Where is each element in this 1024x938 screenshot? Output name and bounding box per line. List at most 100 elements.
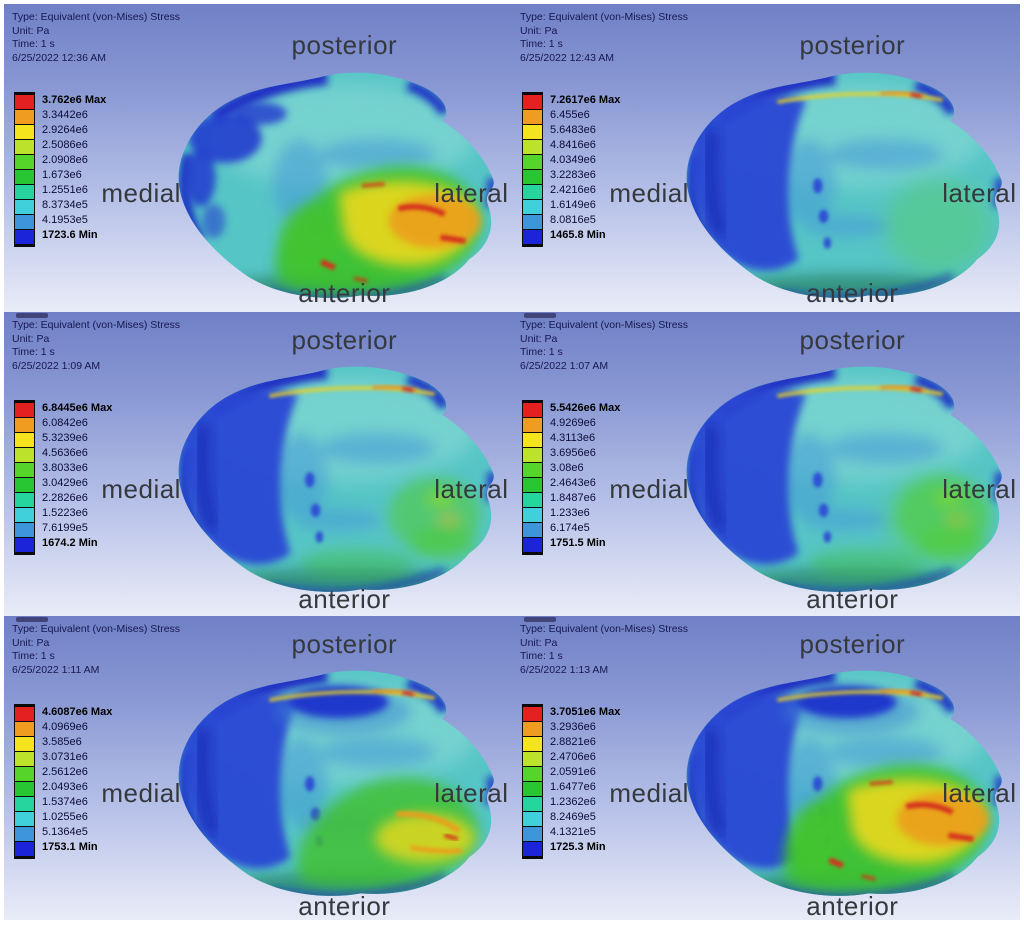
legend-tick-label: 4.3113e6 — [550, 432, 596, 444]
legend-tick-label: 6.455e6 — [550, 109, 590, 121]
legend-tick-label: 1.5374e6 — [42, 796, 88, 808]
legend-color-band — [15, 170, 34, 184]
mottling-layer — [273, 433, 435, 532]
legend-tick-label: 1674.2 Min — [42, 537, 98, 549]
legend-color-bar — [522, 92, 543, 247]
anterior-label: anterior — [298, 278, 391, 308]
crop-artifact — [16, 313, 48, 318]
legend-color-band — [15, 797, 34, 811]
result-time-text: Time: 1 s — [520, 650, 563, 662]
legend-color-band — [523, 403, 542, 417]
result-info-block: Type: Equivalent (von-Mises) Stress Unit… — [12, 623, 180, 677]
legend-color-band — [523, 215, 542, 229]
result-time-text: Time: 1 s — [12, 38, 55, 50]
lateral-green-region — [300, 477, 481, 578]
legend-tick-label: 8.0816e5 — [550, 214, 596, 226]
legend-tick-label: 1.8487e6 — [550, 492, 596, 504]
stress-legend: 5.5426e6 Max 4.9269e6 4.3113e6 3.6956e6 3.08… — [522, 400, 620, 555]
legend-tick-label: 2.2826e6 — [42, 492, 88, 504]
high-stress-region — [275, 166, 481, 293]
medial-blue-region — [689, 389, 832, 565]
legend-color-bar — [14, 400, 35, 555]
legend-tick-label: 1723.6 Min — [42, 229, 98, 241]
legend-color-band — [15, 707, 34, 721]
legend-color-band — [15, 463, 34, 477]
legend-color-bar — [14, 704, 35, 859]
bone-stress-contour — [178, 72, 494, 298]
legend-color-band — [523, 842, 542, 856]
legend-tick-label: 2.4706e6 — [550, 751, 596, 763]
legend-tick-label: 4.1321e5 — [550, 826, 596, 838]
posterior-label: posterior — [291, 30, 398, 60]
anterior-label: anterior — [806, 891, 899, 920]
legend-tick-label: 7.6199e5 — [42, 522, 88, 534]
lateral-label: lateral — [434, 778, 509, 808]
legend-color-band — [523, 797, 542, 811]
result-datetime-text: 6/25/2022 1:11 AM — [12, 663, 100, 676]
result-type-text: Type: Equivalent (von-Mises) Stress — [520, 11, 689, 23]
crop-artifact — [16, 617, 48, 622]
top-ridge-streak — [777, 385, 944, 398]
legend-tick-label: 4.5636e6 — [42, 447, 88, 459]
legend-tick-labels: 7.2617e6 Max 6.455e6 5.6483e6 4.8416e6 4.034… — [550, 92, 620, 243]
legend-tick-label: 1465.8 Min — [550, 229, 606, 241]
legend-color-band — [523, 493, 542, 507]
legend-color-band — [523, 448, 542, 462]
legend-tick-label: 7.2617e6 Max — [550, 94, 621, 106]
result-unit-text: Unit: Pa — [12, 24, 50, 37]
legend-tick-label: 1.2362e6 — [550, 796, 596, 808]
top-ridge-streak — [777, 91, 944, 104]
stress-panel: Type: Equivalent (von-Mises) Stress Unit… — [4, 616, 512, 920]
legend-tick-label: 1.5223e6 — [42, 507, 88, 519]
legend-tick-label: 4.0969e6 — [42, 721, 88, 733]
legend-color-band — [15, 230, 34, 244]
legend-color-band — [523, 707, 542, 721]
legend-tick-label: 2.0591e6 — [550, 766, 596, 778]
legend-color-band — [523, 508, 542, 522]
lateral-label: lateral — [942, 474, 1017, 504]
result-type-text: Type: Equivalent (von-Mises) Stress — [12, 11, 181, 23]
result-time-text: Time: 1 s — [520, 346, 563, 358]
legend-color-band — [523, 463, 542, 477]
result-datetime-text: 6/25/2022 1:09 AM — [12, 359, 101, 372]
legend-color-band — [15, 448, 34, 462]
lateral-label: lateral — [942, 778, 1017, 808]
legend-color-band — [15, 508, 34, 522]
bone-stress-contour — [686, 72, 1002, 298]
legend-color-band — [15, 140, 34, 154]
legend-tick-label: 6.0842e6 — [42, 417, 88, 429]
legend-tick-label: 1751.5 Min — [550, 537, 606, 549]
legend-color-band — [523, 200, 542, 214]
legend-tick-label: 1.673e6 — [42, 169, 82, 181]
legend-tick-label: 2.4643e6 — [550, 477, 596, 489]
legend-tick-label: 3.2283e6 — [550, 169, 596, 181]
legend-tick-label: 3.7051e6 Max — [550, 706, 621, 718]
anterior-label: anterior — [298, 891, 391, 920]
legend-tick-label: 1.233e6 — [550, 507, 590, 519]
posterior-label: posterior — [799, 629, 906, 659]
stress-legend: 6.8445e6 Max 6.0842e6 5.3239e6 4.5636e6 3.80… — [14, 400, 112, 555]
legend-tick-labels: 6.8445e6 Max 6.0842e6 5.3239e6 4.5636e6 3.80… — [42, 400, 112, 551]
legend-color-band — [523, 185, 542, 199]
bone-stress-contour — [686, 670, 1002, 896]
legend-tick-label: 8.3734e5 — [42, 199, 88, 211]
legend-tick-label: 5.6483e6 — [550, 124, 596, 136]
legend-color-band — [523, 752, 542, 766]
legend-tick-label: 2.0493e6 — [42, 781, 88, 793]
posterior-label: posterior — [291, 629, 398, 659]
legend-tick-labels: 3.762e6 Max 3.3442e6 2.9264e6 2.5086e6 2.090… — [42, 92, 106, 243]
legend-tick-label: 6.174e5 — [550, 522, 590, 534]
legend-tick-label: 1.6149e6 — [550, 199, 596, 211]
legend-color-band — [523, 722, 542, 736]
legend-color-band — [15, 215, 34, 229]
bone-stress-contour — [178, 670, 494, 896]
legend-color-band — [15, 200, 34, 214]
mottling-layer — [781, 139, 943, 238]
result-unit-text: Unit: Pa — [520, 636, 558, 649]
legend-color-band — [15, 493, 34, 507]
lateral-label: lateral — [434, 178, 509, 208]
result-info-block: Type: Equivalent (von-Mises) Stress Unit… — [520, 623, 688, 677]
moderate-stress-region — [297, 777, 479, 887]
legend-color-band — [523, 827, 542, 841]
medial-label: medial — [609, 474, 689, 504]
